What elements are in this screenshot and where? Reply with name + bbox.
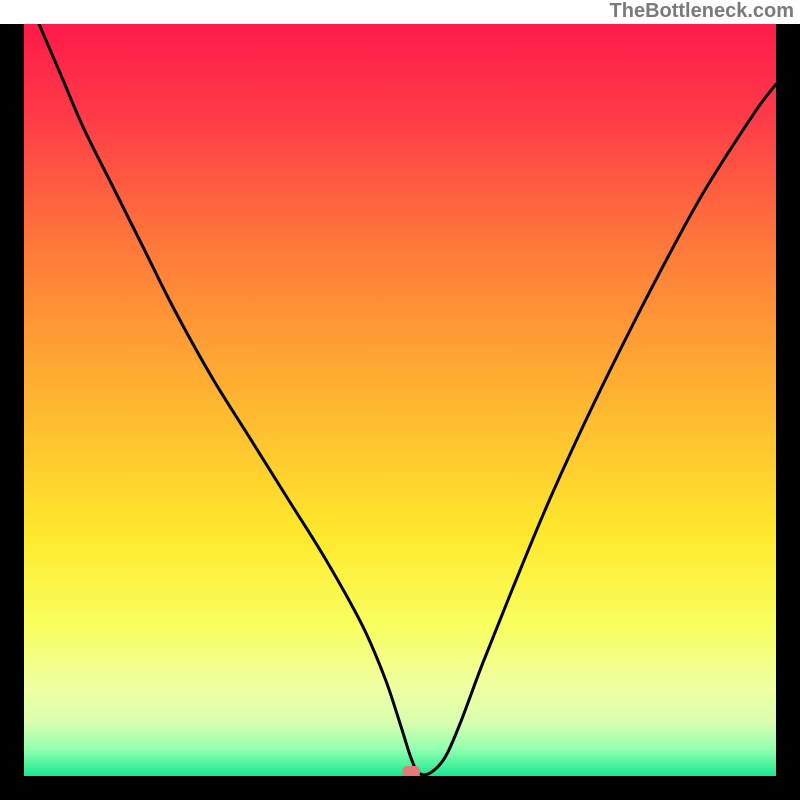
chart-border-bottom bbox=[0, 776, 800, 800]
chart-border-right bbox=[776, 24, 800, 800]
bottleneck-chart bbox=[0, 0, 800, 800]
chart-border-left bbox=[0, 24, 24, 800]
chart-background bbox=[24, 24, 776, 776]
chart-container: TheBottleneck.com bbox=[0, 0, 800, 800]
optimal-point-marker bbox=[402, 766, 420, 777]
watermark-text: TheBottleneck.com bbox=[610, 0, 794, 23]
